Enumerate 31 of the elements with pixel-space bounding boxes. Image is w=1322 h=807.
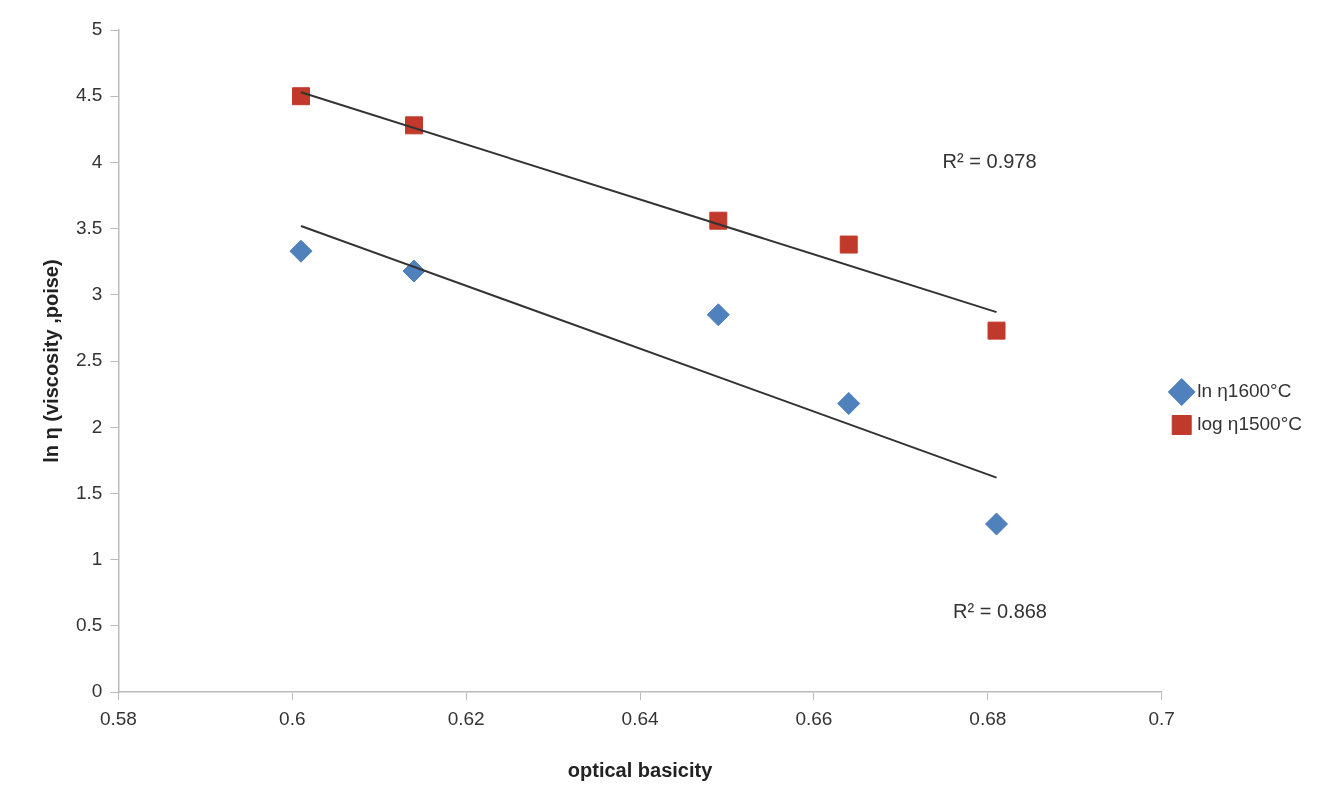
y-tick-label: 5 xyxy=(91,18,103,40)
y-tick-label: 2.5 xyxy=(75,349,103,371)
x-tick-label: 0.66 xyxy=(795,707,833,729)
y-tick-label: 2 xyxy=(91,415,103,437)
y-tick-label: 4.5 xyxy=(75,84,103,106)
point xyxy=(987,321,1006,340)
y-tick-label: 1.5 xyxy=(75,481,103,503)
x-tick-label: 0.7 xyxy=(1148,707,1175,729)
x-tick-label: 0.62 xyxy=(447,707,485,729)
y-tick-label: 3 xyxy=(91,283,103,305)
point xyxy=(839,235,858,254)
x-tick-label: 0.68 xyxy=(969,707,1007,729)
y-tick-label: 1 xyxy=(91,547,103,569)
y-tick-label: 3.5 xyxy=(75,216,103,238)
y-tick-label: 0.5 xyxy=(75,614,103,636)
x-tick-label: 0.6 xyxy=(279,707,306,729)
x-axis-title: optical basicity xyxy=(567,758,714,781)
annotation: R² = 0.978 xyxy=(942,149,1037,172)
point xyxy=(289,239,313,263)
annotation: R² = 0.868 xyxy=(953,600,1048,623)
y-tick-label: 0 xyxy=(91,680,103,702)
y-axis-title: ln η (viscosity ,poise) xyxy=(39,259,62,463)
x-tick-label: 0.64 xyxy=(621,707,659,729)
point xyxy=(985,512,1009,536)
x-tick-label: 0.58 xyxy=(99,707,137,729)
point xyxy=(292,87,310,106)
point xyxy=(706,303,730,327)
y-tick-label: 4 xyxy=(91,150,103,172)
point xyxy=(837,391,861,415)
legend-label: ln η1600°C xyxy=(1197,380,1292,402)
legend-label: log η1500°C xyxy=(1197,413,1303,435)
